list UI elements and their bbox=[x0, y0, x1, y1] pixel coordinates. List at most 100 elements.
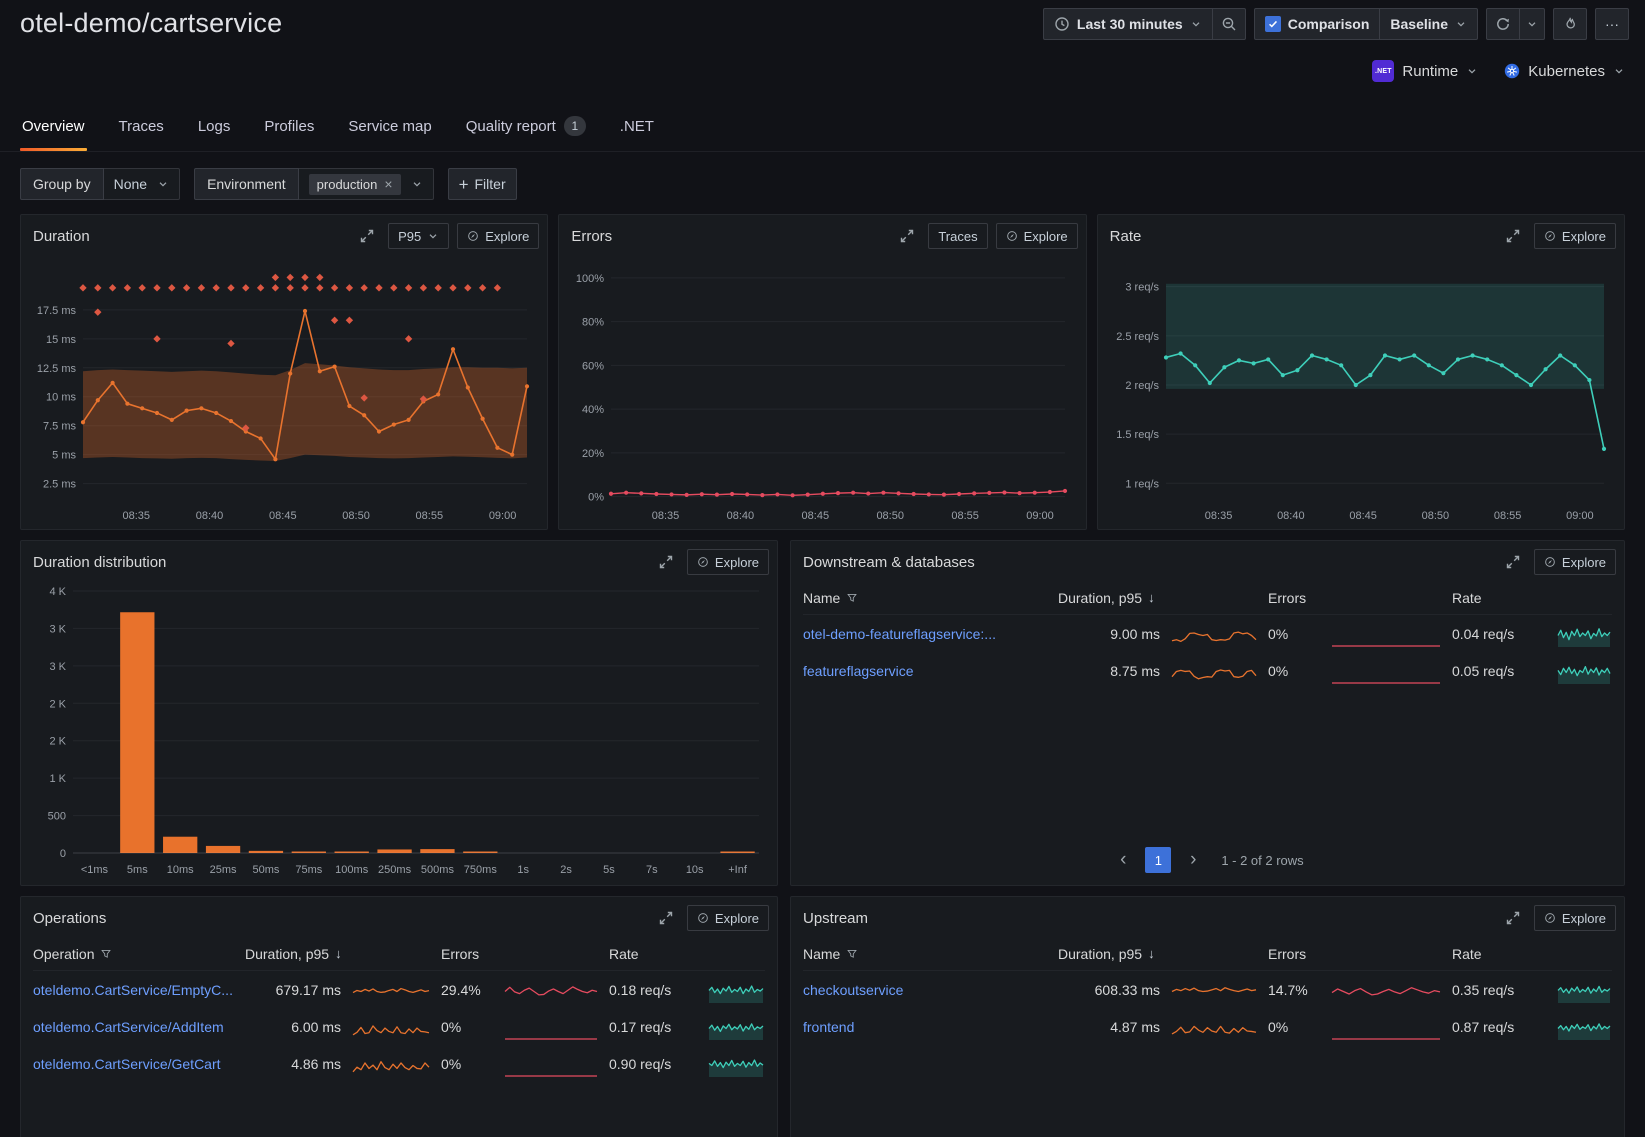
comparison-toggle[interactable]: Comparison bbox=[1253, 8, 1381, 40]
service-link[interactable]: frontend bbox=[803, 1018, 855, 1035]
sort-desc-icon: ↓ bbox=[1148, 946, 1155, 961]
runtime-select[interactable]: .NET Runtime bbox=[1372, 60, 1478, 82]
tab-traces[interactable]: Traces bbox=[118, 117, 164, 135]
duration-sparkline bbox=[351, 1012, 431, 1042]
explore-button[interactable]: Explore bbox=[1533, 223, 1616, 249]
tab-dotnet[interactable]: .NET bbox=[619, 117, 654, 135]
svg-text:15 ms: 15 ms bbox=[46, 334, 76, 346]
tab-quality-report[interactable]: Quality report 1 bbox=[464, 116, 588, 151]
tab-logs[interactable]: Logs bbox=[197, 117, 231, 135]
explore-button[interactable]: Explore bbox=[457, 223, 540, 249]
panel-downstream: Downstream & databases Explore Name Dura… bbox=[790, 540, 1625, 886]
errors-sparkline bbox=[503, 1049, 599, 1079]
filter-bar: Group by None Environment production × +… bbox=[20, 168, 1625, 200]
explore-button[interactable]: Explore bbox=[995, 223, 1078, 249]
check-icon bbox=[1267, 18, 1279, 30]
svg-text:08:35: 08:35 bbox=[123, 510, 151, 522]
expand-panel-button[interactable] bbox=[1500, 223, 1526, 249]
environment-select[interactable]: production × bbox=[298, 168, 434, 200]
rate-sparkline bbox=[707, 975, 765, 1005]
flame-icon bbox=[1562, 16, 1578, 32]
svg-text:5s: 5s bbox=[603, 864, 615, 876]
svg-text:2 req/s: 2 req/s bbox=[1125, 380, 1159, 392]
expand-panel-button[interactable] bbox=[894, 223, 920, 249]
svg-text:+Inf: +Inf bbox=[728, 864, 748, 876]
duration-distribution-chart[interactable]: 4 K 3 K 3 K 2 K 2 K 1 K 500 0 <1ms 5ms 10ms 25ms 50m… bbox=[27, 581, 771, 881]
tab-profiles[interactable]: Profiles bbox=[264, 117, 315, 135]
operation-link[interactable]: oteldemo.CartService/AddItem bbox=[33, 1018, 224, 1035]
duration-chart[interactable]: 17.5 ms 15 ms 12.5 ms 10 ms 7.5 ms 5 ms 2.5 ms… bbox=[27, 255, 541, 525]
sort-duration[interactable]: Duration, p95 ↓ bbox=[1058, 589, 1155, 606]
more-options-button[interactable]: ··· bbox=[1595, 8, 1629, 40]
refresh-icon bbox=[1495, 16, 1511, 32]
group-by-select[interactable]: None bbox=[103, 168, 181, 200]
duration-sparkline bbox=[351, 975, 431, 1005]
explore-button[interactable]: Explore bbox=[1533, 905, 1616, 931]
chevron-down-icon bbox=[427, 230, 439, 242]
explore-button[interactable]: Explore bbox=[1533, 549, 1616, 575]
service-link[interactable]: checkoutservice bbox=[803, 981, 904, 998]
scope-controls: .NET Runtime Kubernetes bbox=[1372, 60, 1625, 82]
chevron-down-icon bbox=[1526, 18, 1538, 30]
baseline-select[interactable]: Baseline bbox=[1379, 8, 1478, 40]
group-by-label: Group by bbox=[20, 168, 104, 200]
table-row: oteldemo.CartService/AddItem 6.00 ms 0% … bbox=[33, 1008, 765, 1045]
svg-text:08:55: 08:55 bbox=[1494, 510, 1522, 522]
sort-duration[interactable]: Duration, p95 ↓ bbox=[245, 945, 342, 962]
remove-environment-icon[interactable]: × bbox=[384, 176, 393, 192]
expand-icon bbox=[658, 554, 674, 570]
flame-graph-button[interactable] bbox=[1553, 8, 1587, 40]
explore-button[interactable]: Explore bbox=[686, 905, 769, 931]
operation-link[interactable]: oteldemo.CartService/EmptyC... bbox=[33, 981, 233, 998]
refresh-button[interactable] bbox=[1486, 8, 1520, 40]
filter-icon[interactable] bbox=[846, 948, 858, 960]
comparison-checkbox[interactable] bbox=[1264, 16, 1281, 32]
compass-icon bbox=[697, 556, 709, 568]
table-row: checkoutservice 608.33 ms 14.7% 0.35 req… bbox=[803, 971, 1612, 1008]
svg-text:75ms: 75ms bbox=[295, 864, 322, 876]
explore-button[interactable]: Explore bbox=[686, 549, 769, 575]
sort-desc-icon: ↓ bbox=[335, 946, 342, 961]
svg-text:08:40: 08:40 bbox=[1277, 510, 1305, 522]
add-filter-button[interactable]: + Filter bbox=[447, 168, 517, 200]
rate-sparkline bbox=[1556, 656, 1612, 686]
svg-text:4 K: 4 K bbox=[49, 586, 66, 598]
percentile-select[interactable]: P95 bbox=[388, 223, 450, 249]
rate-chart[interactable]: 3 req/s 2.5 req/s 2 req/s 1.5 req/s 1 req/s 0… bbox=[1104, 255, 1618, 525]
quality-report-badge: 1 bbox=[563, 116, 586, 136]
page-number[interactable]: 1 bbox=[1145, 847, 1172, 873]
svg-text:100ms: 100ms bbox=[335, 864, 369, 876]
prev-page-button[interactable]: ‹ bbox=[1111, 848, 1135, 872]
svg-text:<1ms: <1ms bbox=[81, 864, 109, 876]
service-link[interactable]: featureflagservice bbox=[803, 662, 914, 679]
svg-text:12.5 ms: 12.5 ms bbox=[37, 363, 77, 375]
errors-chart[interactable]: 100% 80% 60% 40% 20% 0% 08:35 08:40 08:45 08:50 08… bbox=[565, 255, 1079, 525]
svg-text:2.5 req/s: 2.5 req/s bbox=[1116, 331, 1159, 343]
time-picker-button[interactable]: Last 30 minutes bbox=[1042, 8, 1213, 40]
tab-bar: Overview Traces Logs Profiles Service ma… bbox=[0, 96, 1645, 152]
svg-text:0: 0 bbox=[60, 848, 66, 860]
sort-duration[interactable]: Duration, p95 ↓ bbox=[1058, 945, 1155, 962]
tab-service-map[interactable]: Service map bbox=[348, 117, 432, 135]
table-header: Name Duration, p95 ↓ Errors Rate bbox=[803, 581, 1612, 615]
next-page-button[interactable]: › bbox=[1181, 848, 1205, 872]
expand-panel-button[interactable] bbox=[653, 549, 679, 575]
expand-panel-button[interactable] bbox=[1500, 549, 1526, 575]
panel-title: Duration bbox=[33, 227, 90, 245]
tab-overview[interactable]: Overview bbox=[20, 116, 87, 151]
expand-panel-button[interactable] bbox=[1500, 905, 1526, 931]
filter-icon[interactable] bbox=[846, 592, 858, 604]
panel-title: Upstream bbox=[803, 909, 869, 927]
expand-panel-button[interactable] bbox=[653, 905, 679, 931]
panel-duration-distribution: Duration distribution Explore 4 K 3 K 3 K 2… bbox=[20, 540, 778, 886]
expand-panel-button[interactable] bbox=[354, 223, 380, 249]
zoom-out-button[interactable] bbox=[1211, 8, 1246, 40]
svg-text:09:00: 09:00 bbox=[489, 510, 517, 522]
service-link[interactable]: otel-demo-featureflagservice:... bbox=[803, 625, 996, 642]
chevron-down-icon bbox=[411, 178, 423, 190]
refresh-interval-select[interactable] bbox=[1519, 8, 1545, 40]
filter-icon[interactable] bbox=[100, 948, 112, 960]
kubernetes-select[interactable]: Kubernetes bbox=[1504, 63, 1625, 80]
traces-button[interactable]: Traces bbox=[928, 223, 988, 249]
operation-link[interactable]: oteldemo.CartService/GetCart bbox=[33, 1055, 221, 1072]
